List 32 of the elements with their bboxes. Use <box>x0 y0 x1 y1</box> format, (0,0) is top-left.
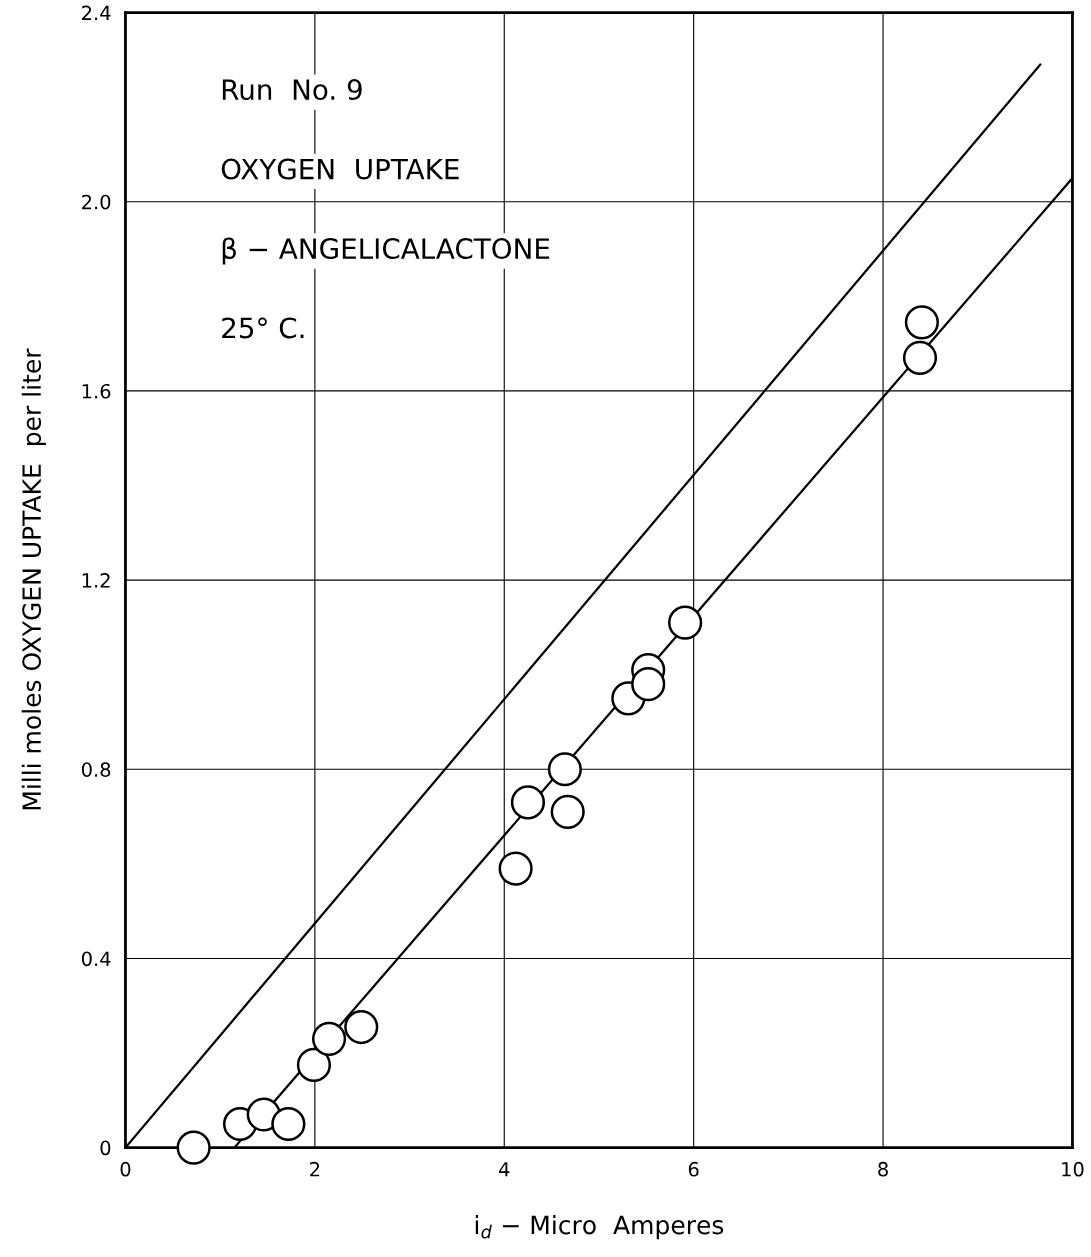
point <box>904 305 939 340</box>
x-tick-label: 6 <box>688 1161 699 1177</box>
y-tick-label: 2.0 <box>82 194 111 210</box>
y-tick-label: 0.8 <box>81 762 111 777</box>
point <box>547 752 582 787</box>
x-tick-label: 4 <box>499 1162 510 1177</box>
y-tick-label: 1.2 <box>82 573 110 588</box>
y-tick-label: 2.4 <box>82 5 111 20</box>
point <box>510 785 546 820</box>
annotation: β − ANGELICALACTONE <box>222 237 550 265</box>
point <box>631 667 666 702</box>
annotation: OXYGEN UPTAKE <box>221 158 459 180</box>
point <box>296 1047 331 1082</box>
point <box>271 1106 306 1142</box>
point <box>902 340 938 375</box>
y-tick-label: 0 <box>100 1140 111 1156</box>
point <box>176 1130 211 1165</box>
x-tick-label: 10 <box>1062 1161 1084 1177</box>
point <box>668 605 703 640</box>
annotation: 25° C. <box>222 317 304 339</box>
point <box>498 851 533 886</box>
point <box>344 1009 379 1045</box>
point <box>550 794 585 829</box>
x-tick-label: 8 <box>878 1161 888 1177</box>
x-tick-label: 0 <box>120 1161 131 1177</box>
y-axis-title: Milli moles OXYGEN UPTAKE per liter <box>21 348 46 810</box>
y-tick-label: 1.6 <box>82 383 111 399</box>
point <box>311 1021 347 1056</box>
x-tick-label: 2 <box>310 1161 320 1177</box>
x-axis-title: i$_{d}$ − Micro Amperes <box>475 1215 724 1240</box>
y-tick-label: 0.4 <box>81 951 111 967</box>
annotation: Run No. 9 <box>222 79 362 101</box>
